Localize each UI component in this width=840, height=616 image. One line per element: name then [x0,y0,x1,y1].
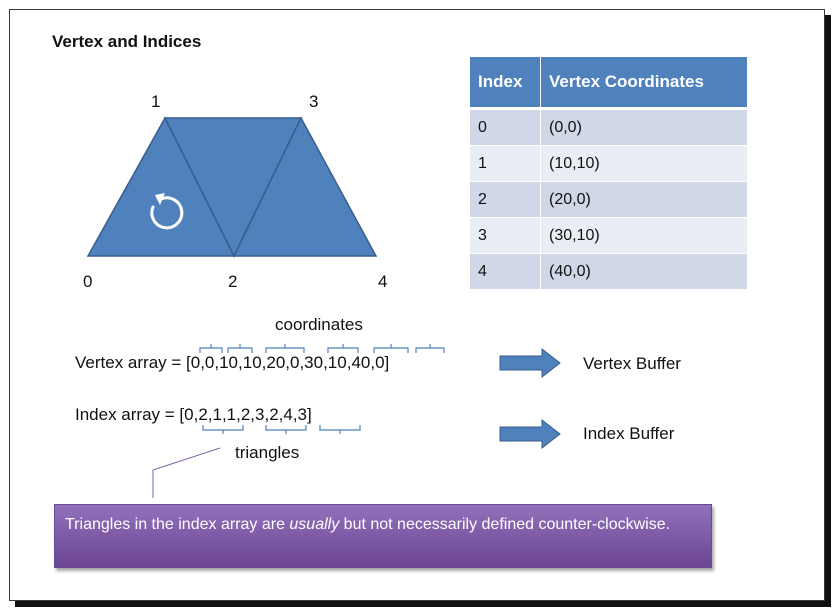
note-text-after: but not necessarily defined counter-cloc… [339,516,671,533]
slide-title: Vertex and Indices [52,32,202,51]
note-callout: Triangles in the index array are usually… [54,504,712,568]
table-cell-coordinates: (40,0) [541,254,747,290]
vertex-label-4: 4 [378,272,388,291]
table-header-row: Index Vertex Coordinates [470,57,747,110]
counter-clockwise-arrow-icon [150,193,184,230]
note-text-before: Triangles in the index array are [65,516,290,533]
vertex-table: Index Vertex Coordinates 0 (0,0) 1 (10,1… [470,57,747,290]
table-cell-index: 4 [470,254,541,290]
table-cell-index: 3 [470,218,541,254]
table-header-coordinates: Vertex Coordinates [541,57,747,110]
table-cell-index: 0 [470,110,541,146]
table-cell-coordinates: (20,0) [541,182,747,218]
table-row: 1 (10,10) [470,146,747,182]
table-row: 0 (0,0) [470,110,747,146]
slide: Vertex and Indices [9,9,825,601]
table-header-index: Index [470,57,541,110]
table-cell-index: 1 [470,146,541,182]
trapezoid-diagram [86,116,561,498]
index-buffer-label: Index Buffer [583,424,675,443]
vertex-buffer-label: Vertex Buffer [583,354,681,373]
arrow-to-vertex-buffer [499,347,561,379]
table-cell-coordinates: (30,10) [541,218,747,254]
index-array-text: Index array = [0,2,1,1,2,3,2,4,3] [75,405,312,424]
note-text-emphasis: usually [289,516,340,533]
table-row: 2 (20,0) [470,182,747,218]
table-cell-coordinates: (0,0) [541,110,747,146]
table-row: 4 (40,0) [470,254,747,290]
vertex-array-text: Vertex array = [0,0,10,10,20,0,30,10,40,… [75,353,390,372]
note-callout-line [152,447,221,498]
vertex-label-3: 3 [309,92,319,111]
vertex-label-0: 0 [83,272,93,291]
table-cell-index: 2 [470,182,541,218]
coordinate-brackets [199,344,445,353]
triangles-label: triangles [235,443,300,462]
triangle-brackets [202,425,361,434]
vertex-label-1: 1 [151,92,161,111]
coordinates-label: coordinates [275,315,363,334]
vertex-label-2: 2 [228,272,238,291]
triangle-2-4-3 [232,116,378,257]
table-row: 3 (30,10) [470,218,747,254]
table-cell-coordinates: (10,10) [541,146,747,182]
arrow-to-index-buffer [499,418,561,450]
